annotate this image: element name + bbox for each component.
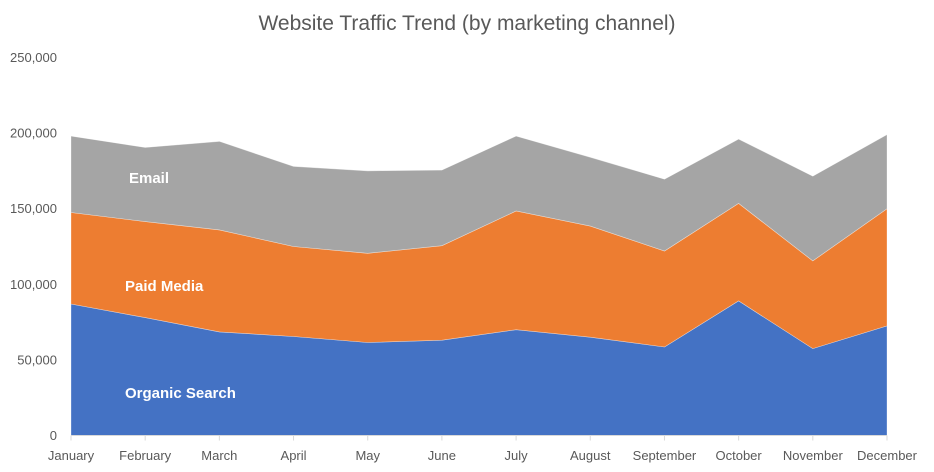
y-tick-label: 100,000	[10, 277, 57, 292]
area-email	[70, 134, 888, 262]
x-tick-label: February	[119, 448, 172, 463]
x-tick-label: July	[505, 448, 529, 463]
x-tick-label: October	[716, 448, 763, 463]
series-labels: Organic Search Paid Media Email	[125, 170, 236, 402]
x-tick-label: August	[570, 448, 611, 463]
series-label-email: Email	[129, 170, 169, 187]
y-tick-label: 250,000	[10, 50, 57, 65]
series-label-paid-media: Paid Media	[125, 278, 204, 295]
y-tick-label: 50,000	[17, 352, 57, 367]
y-tick-label: 200,000	[10, 126, 57, 141]
x-tick-label: March	[201, 448, 237, 463]
x-tick-label: April	[281, 448, 307, 463]
x-tick-label: January	[48, 448, 95, 463]
x-tick-label: November	[783, 448, 844, 463]
x-tick-label: June	[428, 448, 456, 463]
x-tick-label: September	[633, 448, 697, 463]
y-tick-label: 0	[50, 428, 57, 443]
y-tick-label: 150,000	[10, 201, 57, 216]
x-axis: January February March April May June July Augu…	[48, 435, 918, 463]
plot-area	[70, 134, 888, 436]
series-label-organic-search: Organic Search	[125, 385, 236, 402]
chart-title: Website Traffic Trend (by marketing chan…	[258, 12, 675, 35]
x-tick-label: December	[857, 448, 918, 463]
x-tick-label: May	[355, 448, 380, 463]
y-axis: 0 50,000 100,000 150,000 200,000 250,000	[10, 50, 57, 443]
